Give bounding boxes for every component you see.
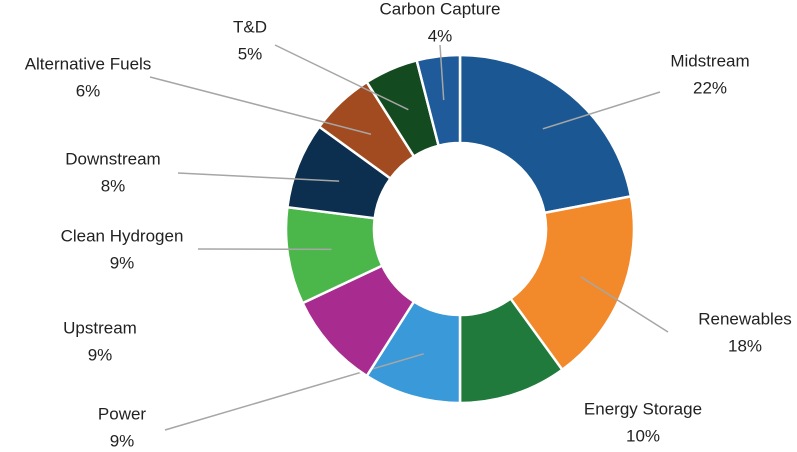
category-label: Downstream	[65, 149, 160, 168]
category-label: Renewables	[698, 309, 792, 328]
leader-line	[274, 44, 409, 111]
category-label: Energy Storage	[584, 399, 702, 418]
value-label: 6%	[76, 81, 101, 100]
leader-line	[164, 353, 424, 431]
category-label: Power	[98, 404, 147, 423]
donut-segment	[415, 53, 462, 148]
value-label: 22%	[693, 78, 727, 97]
value-label: 9%	[110, 431, 135, 450]
value-label: 18%	[728, 336, 762, 355]
donut-segment	[508, 194, 636, 372]
value-label: 10%	[626, 426, 660, 445]
value-label: 4%	[428, 26, 453, 45]
leader-line	[439, 44, 445, 101]
category-label: Alternative Fuels	[25, 54, 152, 73]
category-label: Carbon Capture	[380, 0, 501, 18]
leader-line	[177, 172, 340, 182]
leader-line	[580, 276, 669, 333]
category-label: T&D	[233, 17, 267, 36]
value-label: 9%	[110, 253, 135, 272]
leader-line	[542, 91, 661, 130]
value-label: 9%	[88, 345, 113, 364]
donut-segment	[458, 53, 633, 215]
leader-line	[149, 76, 372, 135]
value-label: 5%	[238, 44, 263, 63]
value-label: 8%	[101, 176, 126, 195]
category-label: Clean Hydrogen	[61, 226, 184, 245]
category-label: Upstream	[63, 318, 137, 337]
category-label: Midstream	[670, 51, 749, 70]
